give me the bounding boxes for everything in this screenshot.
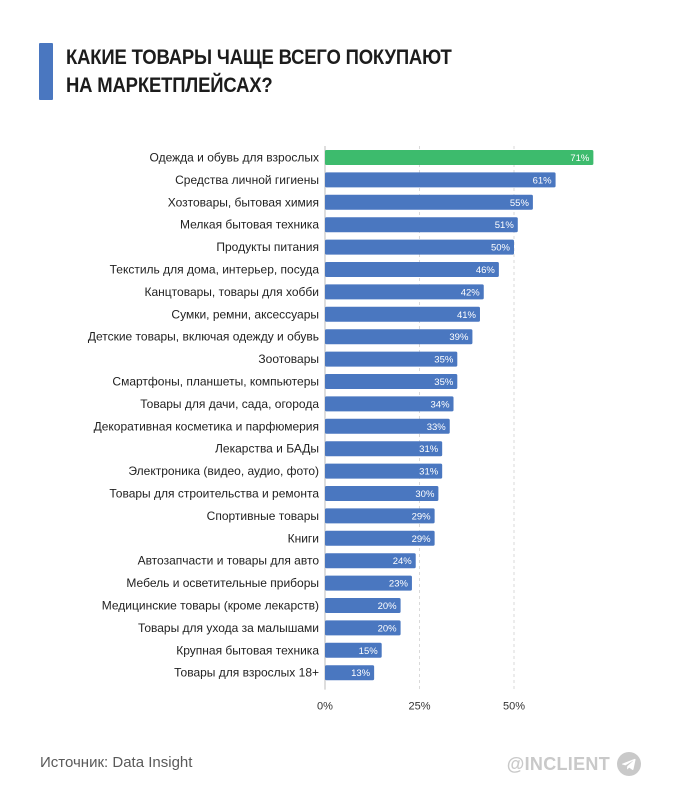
bar [325, 396, 454, 412]
category-label: Хозтовары, бытовая химия [168, 195, 319, 209]
bar [325, 486, 439, 501]
category-label: Мелкая бытовая техника [180, 218, 319, 232]
category-label: Детские товары, включая одежду и обувь [88, 330, 319, 344]
bar [325, 463, 443, 479]
bar [325, 351, 458, 367]
category-label: Текстиль для дома, интерьер, посуда [110, 263, 320, 277]
bar [325, 306, 480, 322]
category-label: Товары для строительства и ремонта [109, 487, 319, 501]
category-label: Медицинские товары (кроме лекарств) [102, 599, 319, 613]
brand-handle: @INCLIENT [506, 753, 610, 774]
source-note: Источник: Data Insight [40, 754, 193, 771]
value-label: 35% [434, 377, 454, 388]
brand-watermark: @INCLIENT [507, 752, 641, 776]
category-label: Товары для взрослых 18+ [174, 666, 319, 680]
value-label: 30% [415, 489, 435, 500]
category-label: Спортивные товары [207, 509, 319, 523]
category-label: Канцтовары, товары для хобби [145, 285, 320, 299]
bar [325, 172, 556, 188]
category-label: Мебель и осветительные приборы [126, 576, 319, 590]
category-label: Товары для ухода за малышами [138, 621, 319, 635]
chart-title-line-2: НА МАРКЕТПЛЕЙСАХ? [66, 74, 273, 97]
value-label: 29% [412, 534, 432, 545]
x-tick-label: 25% [408, 701, 430, 713]
category-label: Электроника (видео, аудио, фото) [128, 464, 319, 478]
chart-title: КАКИЕ ТОВАРЫ ЧАЩЕ ВСЕГО ПОКУПАЮТ НА МАРК… [66, 44, 576, 100]
value-label: 20% [378, 601, 398, 612]
value-label: 31% [419, 467, 439, 478]
bar [325, 665, 375, 681]
value-label: 31% [419, 444, 439, 455]
category-label: Средства личной гигиены [175, 173, 319, 187]
x-tick-label: 0% [317, 701, 333, 713]
bar [325, 329, 473, 345]
bar [325, 418, 450, 434]
bar [325, 642, 382, 658]
value-label: 35% [434, 355, 454, 366]
category-label: Товары для дачи, сада, огорода [140, 397, 319, 411]
category-label: Крупная бытовая техника [176, 643, 319, 657]
bar [325, 530, 435, 546]
value-label: 61% [533, 175, 553, 186]
telegram-icon [617, 752, 641, 776]
value-label: 46% [476, 265, 496, 276]
category-label: Лекарства и БАДы [215, 442, 319, 456]
value-label: 39% [449, 332, 469, 343]
bar [325, 194, 533, 210]
bar [325, 262, 499, 277]
value-label: 15% [359, 646, 379, 657]
category-label: Автозапчасти и товары для авто [138, 554, 320, 568]
value-label: 20% [378, 623, 398, 634]
bar-highlight [325, 150, 594, 165]
bar [325, 239, 514, 255]
value-label: 33% [427, 422, 447, 433]
bar-chart: Одежда и обувь для взрослых 71% Средства л… [88, 146, 594, 713]
value-label: 29% [412, 511, 432, 522]
bar [325, 620, 401, 636]
value-label: 71% [570, 153, 590, 164]
value-label: 34% [431, 399, 451, 410]
bar [325, 217, 518, 233]
value-label: 42% [461, 287, 481, 298]
category-label: Декоративная косметика и парфюмерия [94, 419, 319, 433]
bar [325, 374, 458, 389]
category-label: Книги [288, 531, 319, 545]
category-label: Продукты питания [216, 240, 319, 254]
bar [325, 575, 412, 591]
chart-title-line-1: КАКИЕ ТОВАРЫ ЧАЩЕ ВСЕГО ПОКУПАЮТ [66, 46, 452, 69]
bar [325, 598, 401, 613]
category-label: Сумки, ремни, аксессуары [171, 307, 319, 321]
value-label: 23% [389, 579, 409, 590]
category-label: Одежда и обувь для взрослых [150, 151, 319, 165]
value-label: 55% [510, 198, 530, 209]
bar [325, 284, 484, 300]
value-label: 13% [351, 668, 371, 679]
bar [325, 508, 435, 524]
value-label: 51% [495, 220, 515, 231]
category-label: Зоотовары [258, 352, 319, 366]
category-label: Смартфоны, планшеты, компьютеры [112, 375, 319, 389]
value-label: 24% [393, 556, 413, 567]
bar [325, 553, 416, 569]
bar [325, 441, 443, 457]
x-tick-label: 50% [503, 701, 525, 713]
value-label: 41% [457, 310, 477, 321]
title-accent-bar [39, 43, 53, 100]
value-label: 50% [491, 243, 511, 254]
